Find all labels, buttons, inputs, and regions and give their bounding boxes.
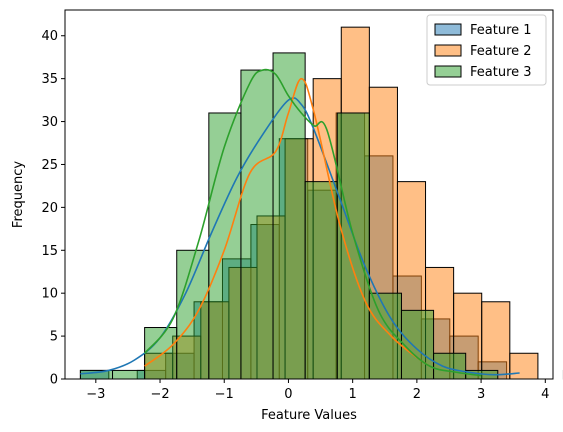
y-tick-label: 20 bbox=[41, 201, 58, 216]
x-tick-label: −2 bbox=[150, 387, 169, 402]
x-tick-label: 4 bbox=[541, 387, 549, 402]
bar-series-3-bin-3 bbox=[176, 249, 210, 380]
kde-line-series-3 bbox=[144, 68, 482, 377]
bar-series-2-bin-13 bbox=[509, 352, 539, 380]
bar-series-3-bin-5 bbox=[240, 69, 274, 380]
y-axis-label: Frequency bbox=[11, 161, 26, 228]
bar-series-3-bin-11 bbox=[433, 352, 467, 380]
bar-series-3-bin-8 bbox=[336, 112, 370, 380]
kde-layer bbox=[80, 68, 520, 377]
x-tick-label: 1 bbox=[349, 387, 357, 402]
bar-series-3-bin-10 bbox=[400, 309, 435, 380]
legend-swatch-series-3 bbox=[434, 65, 462, 78]
x-axis-label: Feature Values bbox=[261, 408, 357, 423]
legend-label-series-3: Feature 3 bbox=[470, 65, 532, 80]
x-tick-label: 2 bbox=[413, 387, 421, 402]
y-tick-label: 30 bbox=[41, 115, 58, 130]
x-tick-label: −1 bbox=[215, 387, 234, 402]
bar-series-3-bin-7 bbox=[304, 181, 338, 380]
y-tick-label: 5 bbox=[50, 330, 58, 345]
kde-line-series-2 bbox=[144, 77, 431, 367]
y-tick-label: 40 bbox=[41, 29, 58, 44]
y-tick-label: 10 bbox=[41, 287, 58, 302]
legend-label-series-1: Feature 1 bbox=[470, 23, 532, 38]
x-tick-label: 3 bbox=[477, 387, 485, 402]
y-tick-label: 0 bbox=[50, 373, 58, 388]
y-tick-label: 25 bbox=[41, 158, 58, 173]
bar-series-3-bin-2 bbox=[144, 327, 178, 380]
bar-series-3-bin-1 bbox=[112, 369, 146, 380]
bar-series-3-bin-6 bbox=[272, 52, 306, 380]
x-tick-label: −3 bbox=[86, 387, 105, 402]
bar-series-3-bin-4 bbox=[208, 112, 242, 380]
x-tick-label: 0 bbox=[284, 387, 292, 402]
legend: Feature 1 Feature 2 Feature 3 bbox=[426, 14, 547, 86]
legend-swatch-series-2 bbox=[434, 44, 462, 57]
legend-swatch-series-1 bbox=[434, 23, 462, 36]
y-tick-label: 35 bbox=[41, 72, 58, 87]
bar-series-2-bin-12 bbox=[481, 301, 511, 380]
y-tick-label: 15 bbox=[41, 244, 58, 259]
legend-label-series-2: Feature 2 bbox=[470, 44, 532, 59]
plot-frame bbox=[64, 9, 554, 380]
